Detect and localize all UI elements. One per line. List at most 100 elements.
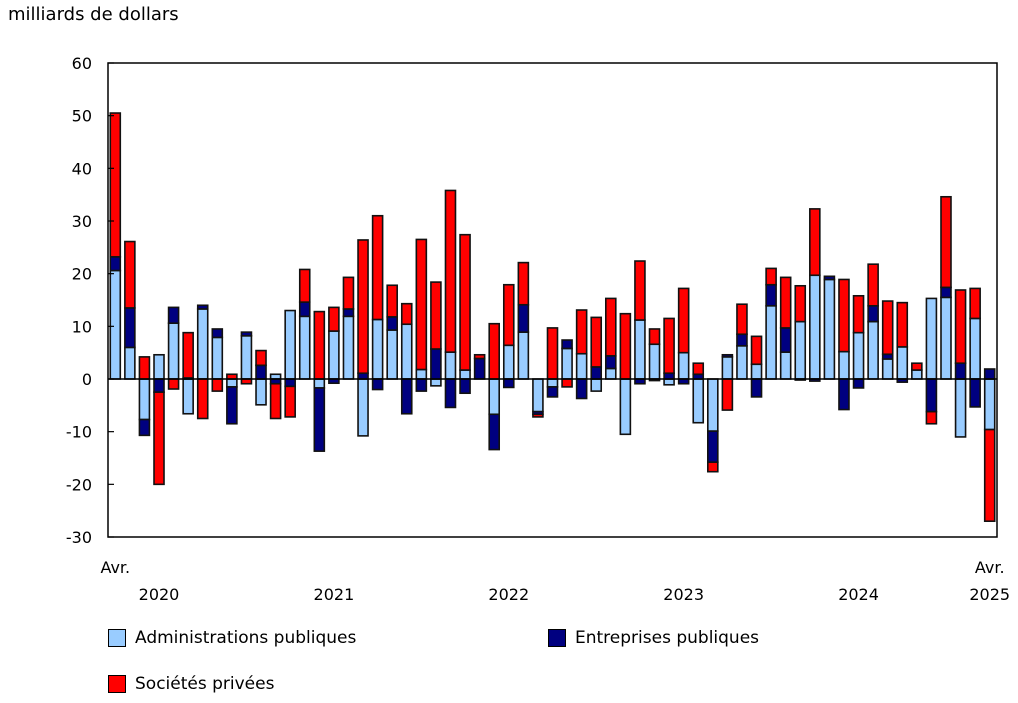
bar-societes-37 (648, 328, 661, 346)
bar-administrations-24 (459, 369, 471, 380)
bar-entreprises-21 (415, 378, 428, 392)
bar-societes-10 (255, 349, 267, 367)
bar-administrations-34 (604, 367, 617, 380)
bar-administrations-39 (677, 351, 690, 380)
bar-societes-13 (298, 268, 311, 303)
bar-administrations-7 (211, 336, 224, 380)
bar-entreprises-20 (400, 378, 413, 415)
bar-societes-27 (502, 283, 515, 347)
bar-societes-55 (911, 362, 923, 371)
bar-administrations-4 (167, 322, 180, 380)
y-tick-label: 30 (72, 212, 92, 231)
bar-administrations-32 (575, 352, 588, 380)
bar-entreprises-25 (473, 357, 486, 380)
bar-administrations-51 (852, 331, 865, 380)
bar-entreprises-1 (124, 307, 136, 349)
bar-entreprises-43 (736, 333, 748, 347)
bar-administrations-41 (707, 378, 719, 432)
bar-entreprises-59 (969, 378, 981, 408)
bar-administrations-8 (226, 378, 238, 388)
legend-label: Administrations publiques (135, 628, 357, 648)
bar-societes-54 (896, 301, 909, 348)
bar-societes-34 (604, 297, 617, 357)
bar-societes-17 (357, 239, 369, 375)
bar-entreprises-7 (211, 328, 224, 339)
legend-label: Entreprises publiques (575, 628, 760, 648)
bar-administrations-0 (109, 269, 122, 380)
bar-societes-48 (809, 208, 821, 277)
bar-administrations-59 (969, 317, 981, 380)
bar-societes-4 (167, 378, 180, 390)
x-month-label: Avr. (975, 558, 1005, 577)
bar-administrations-5 (182, 378, 194, 415)
x-year-label: 2020 (139, 585, 180, 604)
bar-societes-23 (444, 189, 457, 353)
y-tick-label: 0 (82, 370, 92, 389)
bar-administrations-28 (517, 331, 530, 380)
bar-administrations-14 (313, 378, 326, 389)
bar-entreprises-49 (823, 275, 836, 281)
bar-societes-2 (138, 356, 151, 380)
bar-administrations-37 (648, 343, 661, 380)
bar-societes-38 (663, 317, 675, 375)
bar-societes-5 (182, 331, 194, 379)
bar-entreprises-24 (459, 378, 471, 395)
bar-societes-56 (925, 410, 938, 425)
bar-societes-22 (430, 281, 442, 350)
bar-entreprises-26 (488, 413, 501, 451)
bar-administrations-45 (765, 304, 777, 380)
bar-entreprises-3 (153, 378, 165, 393)
bar-entreprises-45 (765, 283, 777, 307)
bar-entreprises-12 (284, 378, 296, 388)
bar-administrations-19 (386, 329, 398, 380)
bar-societes-20 (400, 302, 413, 326)
y-tick-label: 20 (72, 265, 92, 284)
bar-societes-25 (473, 353, 486, 360)
bar-entreprises-17 (357, 372, 369, 380)
legend-label: Sociétés privées (135, 674, 275, 694)
x-year-label: 2021 (314, 585, 355, 604)
bar-entreprises-18 (371, 378, 384, 391)
bar-societes-33 (590, 316, 603, 368)
bar-entreprises-19 (386, 316, 398, 331)
y-tick-label: -20 (66, 475, 92, 494)
bar-entreprises-2 (138, 418, 151, 437)
bar-entreprises-30 (546, 386, 559, 398)
bar-societes-29 (532, 413, 544, 418)
bar-administrations-56 (925, 297, 938, 380)
x-month-label: Avr. (100, 558, 130, 577)
bar-societes-39 (677, 287, 690, 354)
bar-societes-12 (284, 385, 296, 418)
bar-administrations-46 (779, 351, 792, 380)
bar-administrations-12 (284, 309, 296, 380)
legend-swatch-societes (108, 675, 126, 693)
bar-societes-42 (721, 378, 734, 411)
bar-entreprises-44 (750, 378, 763, 398)
bar-administrations-30 (546, 378, 559, 388)
bar-societes-58 (954, 289, 967, 365)
bar-entreprises-38 (663, 372, 675, 380)
bar-societes-32 (575, 309, 588, 355)
bar-societes-46 (779, 276, 792, 329)
bar-administrations-9 (240, 335, 253, 380)
bar-societes-60 (983, 428, 996, 522)
bar-entreprises-57 (940, 286, 952, 299)
bar-administrations-23 (444, 351, 457, 380)
bar-societes-50 (838, 278, 850, 353)
bar-societes-28 (517, 261, 530, 306)
x-year-label: 2023 (663, 585, 704, 604)
bar-administrations-53 (881, 358, 894, 380)
bar-societes-57 (940, 195, 952, 289)
bar-societes-7 (211, 378, 224, 392)
bar-administrations-1 (124, 346, 136, 380)
bar-entreprises-28 (517, 303, 530, 333)
bar-administrations-16 (342, 315, 355, 380)
bar-administrations-33 (590, 378, 603, 392)
bar-societes-11 (269, 382, 282, 420)
bar-societes-51 (852, 294, 865, 334)
bar-administrations-29 (532, 378, 544, 413)
bar-societes-1 (124, 240, 136, 309)
bar-entreprises-13 (298, 301, 311, 318)
x-year-label: 2025 (969, 585, 1010, 604)
